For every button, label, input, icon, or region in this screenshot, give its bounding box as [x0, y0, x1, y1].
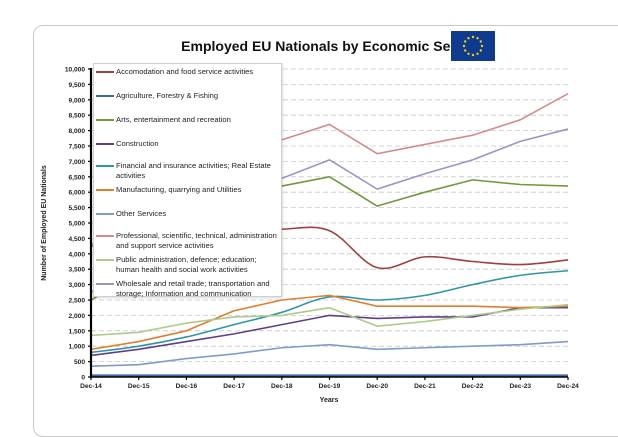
legend-label: Manufacturing, quarrying and Utilities	[116, 185, 242, 194]
y-tick-label: 1,500	[68, 328, 85, 335]
chart-legend: Accomodation and food service activities…	[93, 63, 282, 299]
legend-label: Financial and insurance activities; Real…	[116, 161, 271, 180]
y-tick-label: 6,000	[68, 190, 85, 197]
flag-star-icon	[471, 35, 475, 39]
x-tick-label: Dec-14	[80, 383, 102, 390]
legend-swatch	[96, 283, 114, 285]
legend-item: Financial and insurance activities; Real…	[96, 161, 281, 181]
legend-label: Public administration, defence; educatio…	[116, 255, 257, 274]
chart-title: Employed EU Nationals by Economic Sector	[0, 38, 618, 54]
y-tick-label: 7,500	[68, 144, 85, 151]
x-tick-label: Dec-15	[128, 383, 150, 390]
y-tick-label: 10,000	[65, 67, 86, 74]
legend-label: Professional, scientific, technical, adm…	[116, 231, 277, 250]
x-tick-label: Dec-24	[557, 383, 579, 390]
y-tick-label: 9,500	[68, 82, 85, 89]
y-tick-label: 2,000	[68, 313, 85, 320]
y-axis-label: Number of Employed EU Nationals	[41, 165, 48, 281]
legend-item: Wholesale and retail trade; transportati…	[96, 279, 281, 299]
legend-swatch	[96, 165, 114, 167]
y-tick-label: 500	[74, 359, 85, 366]
y-tick-label: 1,000	[68, 344, 85, 351]
legend-swatch	[96, 119, 114, 121]
flag-star-icon	[471, 53, 475, 57]
series-line-7	[90, 340, 569, 368]
legend-item: Construction	[96, 139, 281, 149]
series-line-4	[90, 306, 568, 357]
flag-star-icon	[476, 52, 479, 55]
x-axis-ticks: Dec-14 Dec-15 Dec-16 Dec-17 Dec-18 Dec-19 Dec-…	[80, 377, 579, 390]
x-tick-label: Dec-20	[366, 383, 388, 390]
x-tick-label: Dec-21	[414, 383, 436, 390]
legend-swatch	[96, 259, 114, 261]
y-tick-label: 3,500	[68, 267, 85, 274]
y-tick-label: 8,500	[68, 113, 85, 120]
eu-flag-stars-icon	[462, 35, 484, 57]
x-tick-label: Dec-17	[223, 383, 245, 390]
legend-swatch	[96, 95, 114, 97]
legend-label: Arts, entertainment and recreation	[116, 115, 231, 124]
legend-item: Agriculture, Forestry & Fishing	[96, 91, 281, 101]
y-tick-label: 3,000	[68, 282, 85, 289]
legend-swatch	[96, 213, 114, 215]
flag-star-icon	[462, 44, 466, 48]
flag-star-icon	[476, 37, 479, 40]
legend-item: Accomodation and food service activities	[96, 67, 281, 77]
legend-item: Other Services	[96, 209, 281, 219]
y-tick-label: 0	[81, 375, 85, 382]
flag-star-icon	[479, 40, 482, 43]
chart-title-text: Employed EU Nationals by Economic Sector	[181, 38, 477, 54]
y-tick-label: 5,000	[68, 221, 85, 228]
y-tick-label: 2,500	[68, 298, 85, 305]
legend-swatch	[96, 71, 114, 73]
y-tick-label: 9,000	[68, 97, 85, 104]
series-line-5	[90, 269, 569, 354]
legend-label: Construction	[116, 139, 159, 148]
x-axis-label: Years	[320, 397, 339, 404]
legend-swatch	[96, 143, 114, 145]
legend-item: Public administration, defence; educatio…	[96, 255, 281, 275]
eu-flag-icon	[451, 31, 495, 61]
x-tick-label: Dec-23	[509, 383, 531, 390]
x-tick-label: Dec-16	[176, 383, 198, 390]
flag-star-icon	[464, 40, 467, 43]
legend-item: Arts, entertainment and recreation	[96, 115, 281, 125]
x-tick-label: Dec-18	[271, 383, 293, 390]
legend-label: Wholesale and retail trade; transportati…	[116, 279, 270, 298]
flag-star-icon	[464, 49, 467, 52]
legend-label: Agriculture, Forestry & Fishing	[116, 91, 219, 100]
legend-item: Manufacturing, quarrying and Utilities	[96, 185, 281, 195]
y-tick-label: 6,500	[68, 174, 85, 181]
y-tick-label: 4,000	[68, 251, 85, 258]
legend-label: Other Services	[116, 209, 167, 218]
y-tick-label: 8,000	[68, 128, 85, 135]
legend-swatch	[96, 235, 114, 237]
x-tick-label: Dec-22	[462, 383, 484, 390]
y-tick-label: 5,500	[68, 205, 85, 212]
legend-item: Professional, scientific, technical, adm…	[96, 231, 281, 251]
legend-label: Accomodation and food service activities	[116, 67, 254, 76]
x-tick-label: Dec-19	[319, 383, 341, 390]
flag-star-icon	[479, 49, 482, 52]
flag-star-icon	[467, 52, 470, 55]
y-tick-label: 4,500	[68, 236, 85, 243]
y-axis-ticks: 0 500 1,000 1,500 2,000 2,500 3,000 3,500 4,000 4…	[65, 67, 91, 382]
series-line-9	[90, 303, 569, 337]
legend-swatch	[96, 189, 114, 191]
y-tick-label: 7,000	[68, 159, 85, 166]
flag-star-icon	[480, 44, 484, 48]
flag-star-icon	[467, 37, 470, 40]
series-line-6	[90, 294, 569, 351]
